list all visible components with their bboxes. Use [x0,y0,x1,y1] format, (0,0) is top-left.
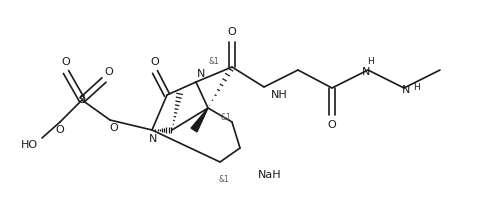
Text: N: N [362,67,370,77]
Text: O: O [55,125,65,135]
Text: O: O [109,123,119,133]
Text: N: N [402,85,410,95]
Text: O: O [228,27,236,37]
Text: H: H [367,57,374,65]
Text: O: O [150,57,160,67]
Polygon shape [191,108,208,132]
Text: NH: NH [271,90,288,100]
Text: N: N [197,69,205,79]
Text: O: O [62,57,70,67]
Text: &1: &1 [221,113,231,122]
Text: &1: &1 [219,175,229,184]
Text: S: S [79,95,86,105]
Text: O: O [328,120,336,130]
Text: H: H [413,84,419,92]
Text: NaH: NaH [258,170,282,180]
Text: O: O [105,67,113,77]
Text: HO: HO [20,140,38,150]
Text: &1: &1 [209,57,219,67]
Text: N: N [149,134,157,144]
